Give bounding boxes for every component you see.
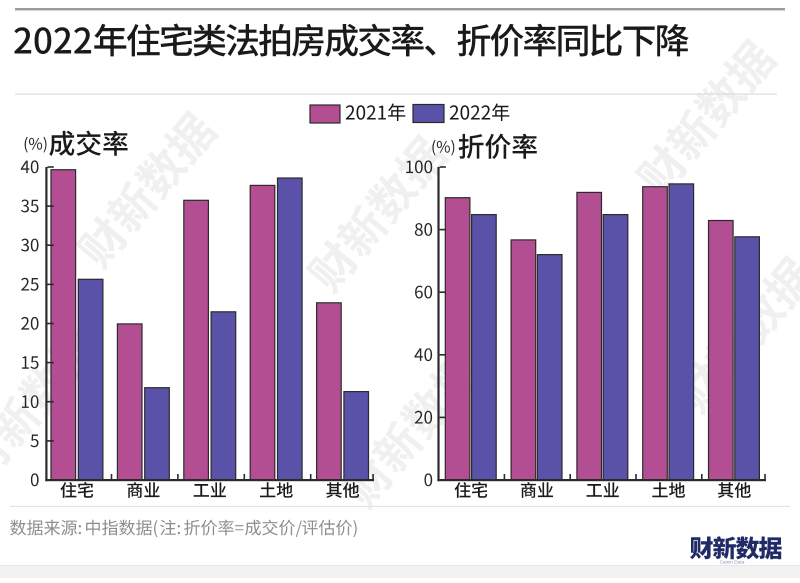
svg-text:Caixin Data: Caixin Data [720, 560, 745, 566]
